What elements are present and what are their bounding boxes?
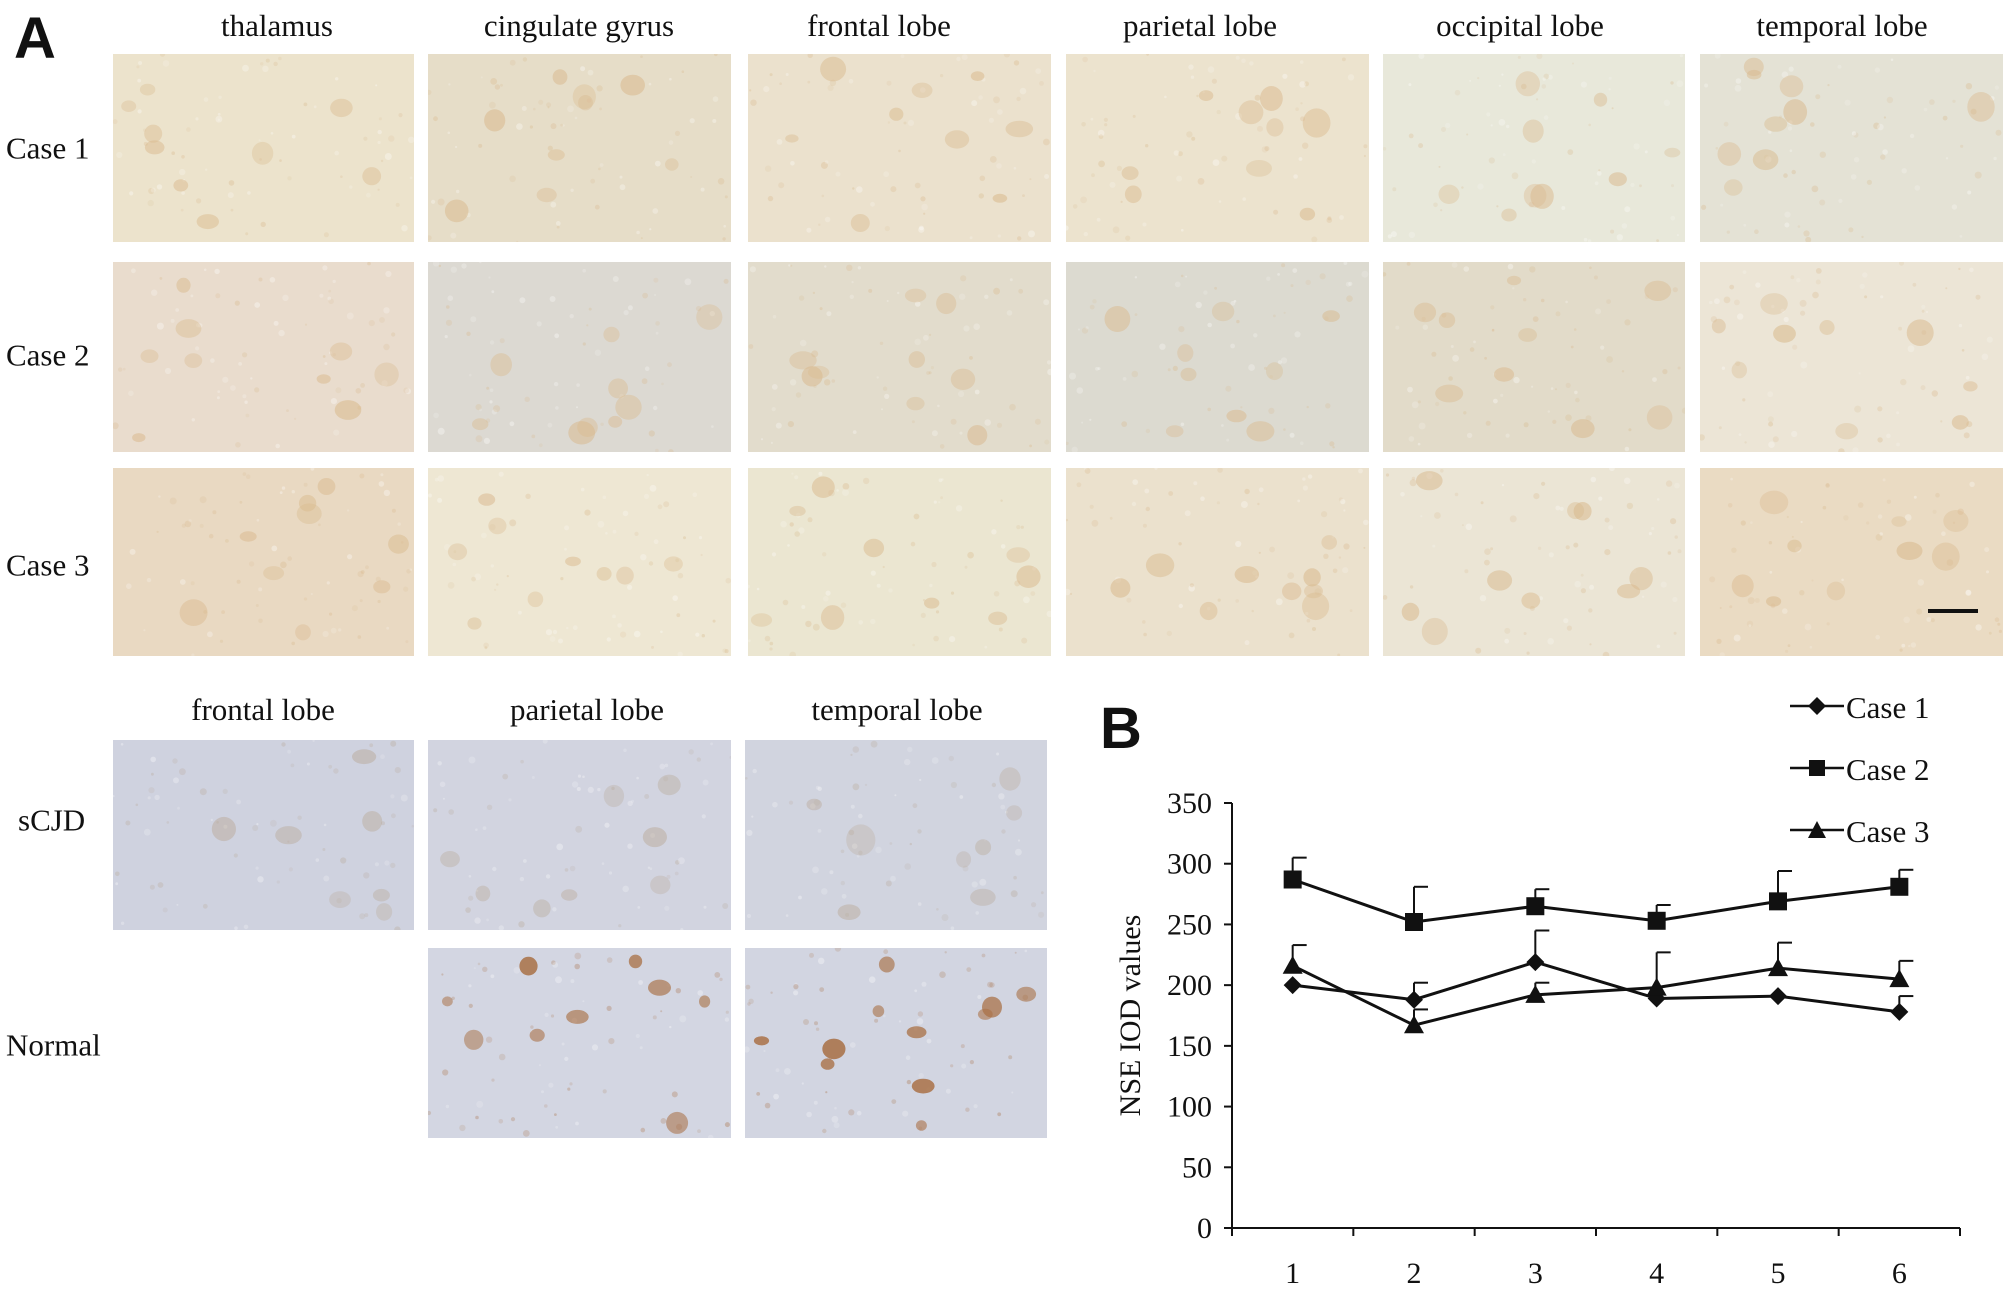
micrograph-case-1-occipital-lobe	[1383, 54, 1685, 242]
row-header-case-3: Case 3	[6, 547, 90, 583]
data-point-case-3	[1525, 984, 1546, 1003]
data-point-case-2	[1890, 877, 1909, 896]
y-tick-label: 200	[1167, 969, 1212, 1002]
micrograph-case-2-occipital-lobe	[1383, 262, 1685, 452]
micrograph-case-3-occipital-lobe	[1383, 468, 1685, 656]
row-header-case-2: Case 2	[6, 337, 90, 373]
data-point-case-2	[1405, 913, 1423, 931]
micrograph-case-3-frontal-lobe	[748, 468, 1051, 656]
micrograph-case-1-parietal-lobe	[1066, 54, 1369, 242]
micrograph-scjd-parietal-lobe	[428, 740, 731, 930]
data-point-case-3	[1768, 958, 1788, 977]
micrograph-normal-temporal-lobe	[745, 948, 1047, 1138]
nse-iod-line-chart: 0 50 100 150 200 250 300 350 1 2 3 4 5 6 NSE IOD value…	[1114, 787, 1961, 1290]
data-point-case-1	[1769, 987, 1787, 1006]
x-tick-label: 1	[1285, 1257, 1300, 1290]
data-point-case-3	[1404, 1015, 1424, 1034]
micrograph-case-2-parietal-lobe	[1066, 262, 1369, 452]
legend-label-case-3: Case 3	[1846, 814, 1930, 849]
y-tick-label: 0	[1197, 1212, 1212, 1245]
data-point-case-3	[1646, 977, 1667, 996]
micrograph-case-2-frontal-lobe	[748, 262, 1051, 452]
column-header-cingulate-gyrus: cingulate gyrus	[483, 8, 675, 43]
micrograph-case-3-parietal-lobe	[1066, 468, 1369, 656]
micrograph-case-3-thalamus	[113, 468, 414, 656]
x-tick-label: 5	[1771, 1257, 1786, 1290]
y-tick-label: 300	[1167, 848, 1212, 881]
column-header-parietal-lobe: parietal lobe	[1122, 8, 1278, 43]
column-header-temporal-lobe: temporal lobe	[1756, 8, 1928, 43]
data-point-case-2	[1526, 897, 1545, 916]
legend-diamond-marker-icon	[1790, 697, 1844, 715]
data-point-case-2	[1647, 911, 1666, 930]
series-line-case-2	[1292, 878, 1900, 924]
row-header-case-1: Case 1	[6, 130, 90, 166]
micrograph-case-1-thalamus	[113, 54, 414, 242]
data-point-case-1	[1283, 976, 1302, 995]
data-point-case-1	[1890, 1002, 1909, 1021]
row-header-normal: Normal	[6, 1027, 101, 1063]
legend-label-case-2: Case 2	[1846, 752, 1930, 787]
legend-label-case-1: Case 1	[1846, 690, 1930, 725]
y-tick-label: 150	[1167, 1030, 1212, 1063]
data-point-case-1	[1526, 953, 1545, 972]
y-tick-label: 100	[1167, 1091, 1212, 1124]
y-axis-title: NSE IOD values	[1114, 915, 1147, 1117]
micrograph-scjd-temporal-lobe	[745, 740, 1047, 930]
panel-a-label: A	[14, 6, 56, 71]
micrograph-case-3-temporal-lobe	[1700, 468, 2003, 656]
micrograph-normal-parietal-lobe	[428, 948, 731, 1138]
column-header-thalamus: thalamus	[221, 8, 333, 43]
legend-triangle-marker-icon	[1790, 821, 1844, 838]
micrograph-case-3-cingulate-gyrus	[428, 468, 731, 656]
micrograph-case-1-temporal-lobe	[1700, 54, 2003, 242]
micrograph-scjd-frontal-lobe	[113, 740, 414, 930]
scale-bar	[1928, 609, 1978, 613]
column-header-frontal-lobe: frontal lobe	[807, 8, 951, 43]
y-tick-label: 50	[1182, 1151, 1212, 1184]
row-header-scjd: sCJD	[18, 802, 86, 838]
micrograph-case-2-temporal-lobe	[1700, 262, 2003, 452]
series-line-case-1	[1292, 960, 1900, 1014]
column-header-occipital-lobe: occipital lobe	[1436, 8, 1604, 43]
micrograph-case-2-thalamus	[113, 262, 414, 452]
data-point-case-2	[1283, 870, 1302, 889]
data-point-case-2	[1769, 892, 1787, 911]
series-line-case-3	[1292, 964, 1900, 1027]
micrograph-case-1-cingulate-gyrus	[428, 54, 731, 242]
x-tick-label: 3	[1528, 1257, 1543, 1290]
legend-square-marker-icon	[1790, 760, 1844, 776]
lower-column-header-parietal-lobe: parietal lobe	[509, 692, 665, 727]
y-tick-label: 250	[1167, 908, 1212, 941]
y-tick-label: 350	[1167, 787, 1212, 820]
x-tick-label: 6	[1892, 1257, 1907, 1290]
data-point-case-1	[1405, 990, 1423, 1009]
panel-b-label: B	[1100, 696, 1142, 761]
x-tick-label: 2	[1407, 1257, 1422, 1290]
micrograph-case-2-cingulate-gyrus	[428, 262, 731, 452]
x-tick-label: 4	[1649, 1257, 1664, 1290]
micrograph-case-1-frontal-lobe	[748, 54, 1051, 242]
lower-column-header-frontal-lobe: frontal lobe	[191, 692, 335, 727]
data-point-case-3	[1282, 955, 1303, 974]
data-point-case-3	[1889, 969, 1910, 988]
lower-column-header-temporal-lobe: temporal lobe	[811, 692, 983, 727]
